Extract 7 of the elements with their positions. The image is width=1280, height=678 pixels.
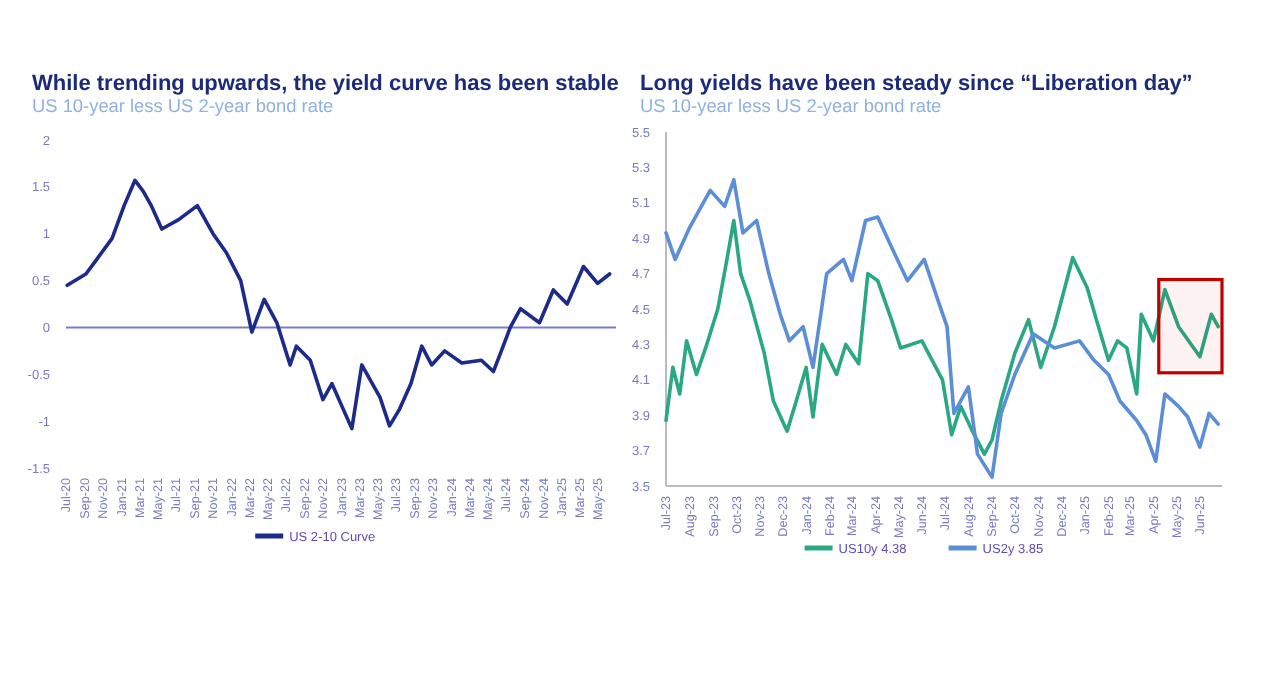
line-series [664,218,1220,456]
line-series [664,177,1220,479]
line-series [65,178,612,431]
chart-title: While trending upwards, the yield curve has been stable [32,72,619,96]
chart-subtitle: US 10-year less US 2-year bond rate [640,96,942,116]
chart-subtitle: US 10-year less US 2-year bond rate [32,96,334,116]
chart-title: Long yields have been steady since “Liberation day” [640,72,1193,96]
